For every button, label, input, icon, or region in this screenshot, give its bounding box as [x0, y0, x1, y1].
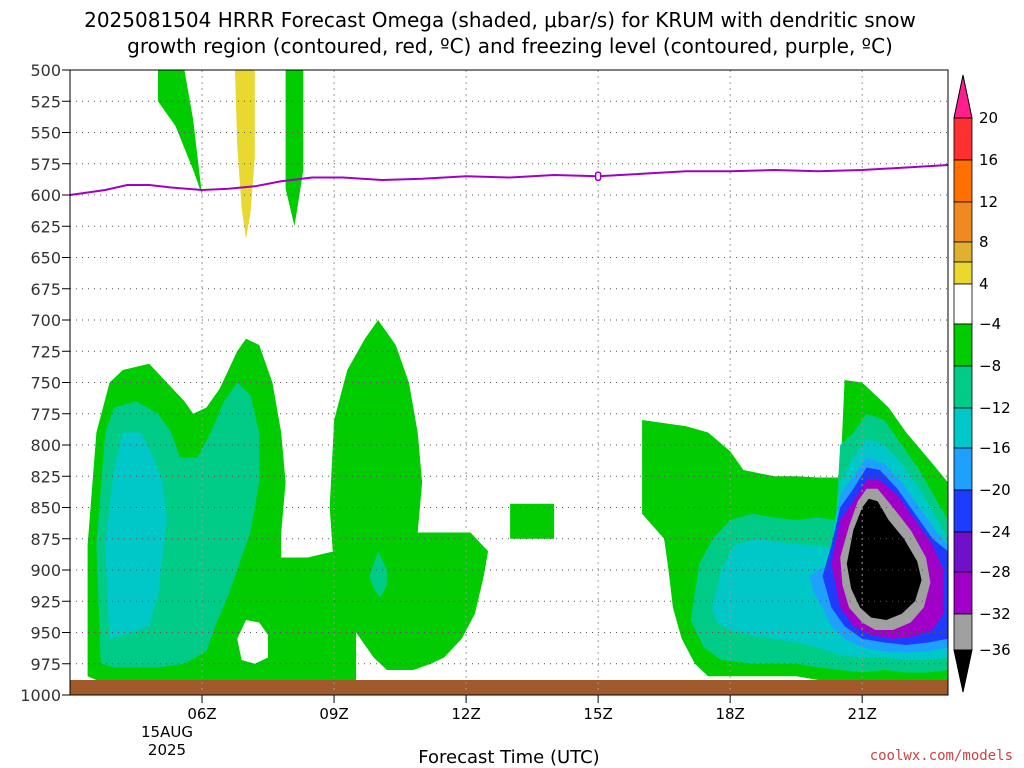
y-tick-label: 650: [30, 249, 61, 268]
y-tick-label: 750: [30, 374, 61, 393]
colorbar-swatch: [953, 365, 973, 409]
chart-title-line1: 2025081504 HRRR Forecast Omega (shaded, …: [84, 8, 916, 32]
colorbar-swatch: [953, 117, 973, 161]
y-tick-label: 1000: [20, 686, 61, 705]
y-tick-label: 575: [30, 155, 61, 174]
colorbar-swatch: [953, 241, 973, 263]
ground-surface: [70, 680, 948, 695]
colorbar-swatch: [953, 407, 973, 449]
omega-region-6: [237, 620, 268, 664]
colorbar-label: −12: [979, 399, 1011, 417]
watermark: coolwx.com/models: [870, 748, 1013, 764]
colorbar: 20 16 12 8 4 −4 −8 −12 −16 −20 −24 −28 −32 −36: [953, 74, 1011, 693]
omega-region-7: [329, 320, 489, 670]
plot-area: [69, 69, 949, 696]
x-tick-label: 18Z: [715, 705, 744, 723]
omega-region-9: [510, 503, 555, 539]
colorbar-bottom-arrow: [953, 649, 973, 693]
colorbar-label: 4: [979, 275, 989, 293]
y-tick-label: 500: [30, 61, 61, 80]
grid-lines: [70, 70, 948, 695]
colorbar-swatch: [953, 283, 973, 325]
colorbar-swatch: [953, 159, 973, 203]
y-axis: 500 525 550 575 600 625 650 675 700 725 750 775 800 8…: [20, 61, 70, 705]
colorbar-label: −16: [979, 439, 1011, 457]
x-tick-label: 12Z: [451, 705, 480, 723]
y-tick-label: 875: [30, 530, 61, 549]
y-tick-label: 550: [30, 124, 61, 143]
x-tick-label: 06Z: [187, 705, 216, 723]
x-tick-label: 21Z: [847, 705, 876, 723]
colorbar-swatch: [953, 447, 973, 491]
x-date-label: 15AUG: [141, 723, 193, 741]
omega-region-17: [846, 498, 922, 620]
y-tick-label: 700: [30, 311, 61, 330]
colorbar-label: 16: [979, 151, 998, 169]
x-tick-label: 15Z: [583, 705, 612, 723]
x-axis: 06Z 09Z 12Z 15Z 18Z 21Z: [187, 695, 877, 723]
x-year-label: 2025: [148, 741, 186, 759]
colorbar-label: −28: [979, 563, 1011, 581]
colorbar-label: 20: [979, 109, 998, 127]
colorbar-label: 12: [979, 193, 998, 211]
x-axis-title: Forecast Time (UTC): [418, 747, 599, 768]
omega-region-1: [235, 70, 255, 239]
omega-shading: [70, 70, 948, 695]
colorbar-label: −4: [979, 315, 1001, 333]
y-tick-label: 825: [30, 467, 61, 486]
y-tick-label: 900: [30, 561, 61, 580]
x-tick-label: 09Z: [319, 705, 348, 723]
colorbar-swatch: [953, 613, 973, 651]
y-tick-label: 950: [30, 624, 61, 643]
colorbar-label: −20: [979, 481, 1011, 499]
freezing-level-label-marker: [594, 171, 602, 181]
colorbar-label: −24: [979, 523, 1011, 541]
omega-region-5: [105, 432, 167, 639]
colorbar-swatch: [953, 531, 973, 573]
omega-region-2: [285, 70, 304, 227]
colorbar-label: −36: [979, 641, 1011, 659]
y-tick-label: 925: [30, 592, 61, 611]
colorbar-label: 8: [979, 233, 989, 251]
colorbar-swatch: [953, 261, 973, 285]
freezing-level-line: [69, 164, 949, 196]
y-tick-label: 800: [30, 436, 61, 455]
y-tick-label: 850: [30, 499, 61, 518]
colorbar-label: −32: [979, 605, 1011, 623]
colorbar-swatch: [953, 489, 973, 533]
y-tick-label: 625: [30, 217, 61, 236]
colorbar-label: −8: [979, 357, 1001, 375]
y-tick-label: 600: [30, 186, 61, 205]
y-tick-label: 975: [30, 655, 61, 674]
freezing-level-layer: [69, 164, 949, 196]
colorbar-top-arrow: [953, 74, 973, 119]
chart-title-line2: growth region (contoured, red, ºC) and f…: [127, 34, 893, 58]
y-tick-label: 725: [30, 342, 61, 361]
colorbar-swatch: [953, 571, 973, 615]
omega-region-8: [369, 551, 387, 598]
y-tick-label: 675: [30, 280, 61, 299]
y-tick-label: 525: [30, 92, 61, 111]
y-tick-label: 775: [30, 405, 61, 424]
colorbar-swatch: [953, 201, 973, 243]
colorbar-swatch: [953, 323, 973, 367]
